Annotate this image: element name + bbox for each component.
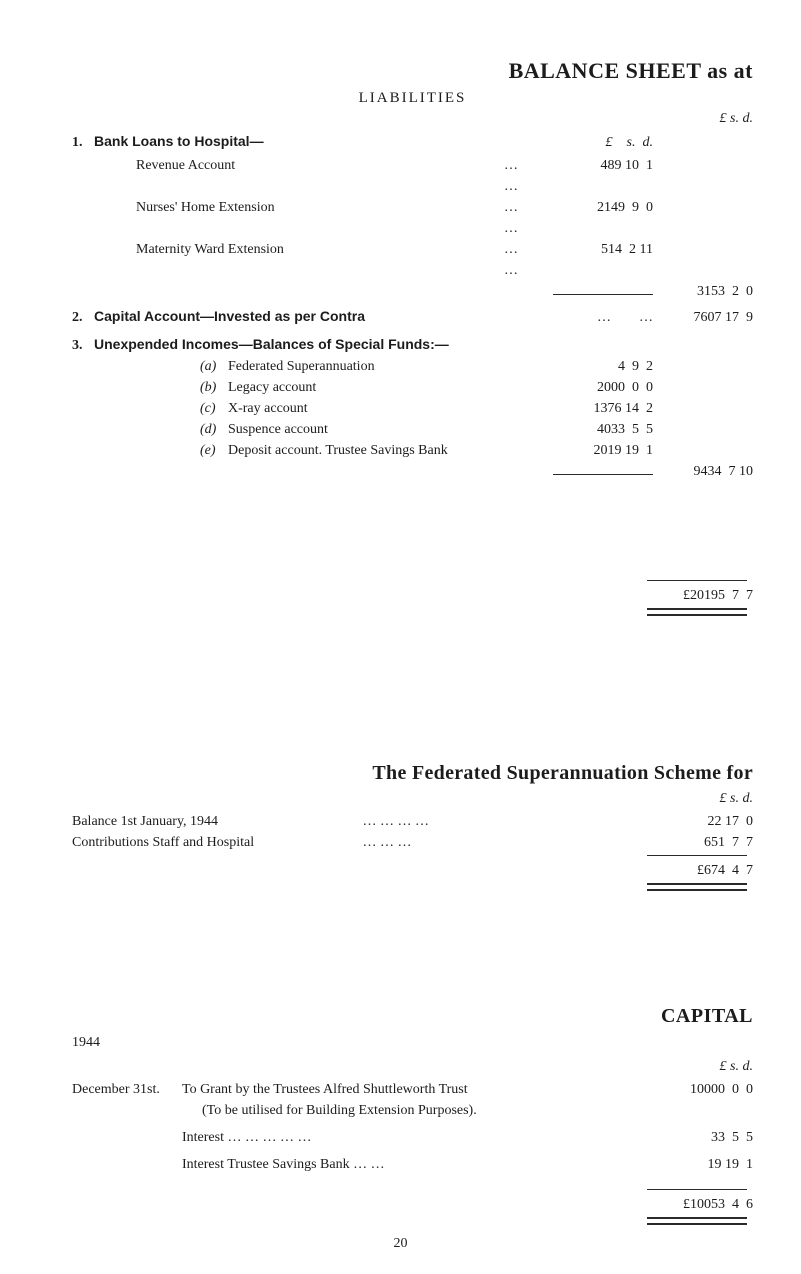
grant-amount: 10000 0 0 (653, 1079, 753, 1100)
liabilities-subheading: LIABILITIES (72, 90, 753, 107)
december-label: December 31st. (72, 1079, 182, 1100)
balance-sheet-grand-total: £20195 7 7 (653, 585, 753, 606)
legacy-label: Legacy account (228, 377, 523, 398)
federated-super-amount: 4 9 2 (523, 356, 653, 377)
interest-amount: 33 5 5 (653, 1127, 753, 1148)
super-lsd-header: £ s. d. (72, 791, 753, 807)
dots: … … (499, 197, 523, 239)
legacy-amount: 2000 0 0 (523, 377, 653, 398)
capital-total: £10053 4 6 (653, 1194, 753, 1215)
unexpended-title: Unexpended Incomes—Balances of Special F… (94, 334, 523, 355)
dots: … … (499, 239, 523, 281)
superannuation-total: £674 4 7 (653, 860, 753, 881)
interest-trustee-label: Interest Trustee Savings Bank … … (182, 1154, 653, 1175)
deposit-label: Deposit account. Trustee Savings Bank (228, 440, 523, 461)
xray-label: X-ray account (228, 398, 523, 419)
nurses-home-label: Nurses' Home Extension (136, 197, 499, 218)
balance-jan-amount: 22 17 0 (653, 811, 753, 832)
maternity-ward-amount: 514 2 11 (523, 239, 653, 260)
contributions-amount: 651 7 7 (653, 832, 753, 853)
dots: … … (499, 155, 523, 197)
capital-lsd-header: £ s. d. (72, 1059, 753, 1075)
dots: … … … (363, 832, 654, 853)
superannuation-title: The Federated Superannuation Scheme for (72, 762, 753, 785)
revenue-account-label: Revenue Account (136, 155, 499, 176)
item-number-1: 1. (72, 132, 94, 153)
item-number-2: 2. (72, 307, 94, 328)
page-number: 20 (0, 1236, 801, 1252)
nurses-home-amount: 2149 9 0 (523, 197, 653, 218)
tag-b: (b) (200, 377, 228, 398)
lsd-header-outer: £ s. d. (72, 111, 753, 127)
inner-lsd-header: £ s. d. (523, 132, 653, 153)
federated-super-label: Federated Superannuation (228, 356, 523, 377)
tag-d: (d) (200, 419, 228, 440)
tag-a: (a) (200, 356, 228, 377)
grant-note: (To be utilised for Building Extension P… (182, 1100, 653, 1121)
dots: … … (523, 307, 653, 328)
capital-title: CAPITAL (72, 1005, 753, 1028)
item-number-3: 3. (72, 335, 94, 356)
dots: … … … … (363, 811, 654, 832)
suspence-label: Suspence account (228, 419, 523, 440)
suspence-amount: 4033 5 5 (523, 419, 653, 440)
interest-label: Interest … … … … … (182, 1127, 653, 1148)
revenue-account-amount: 489 10 1 (523, 155, 653, 176)
capital-account-amount: 7607 17 9 (653, 307, 753, 328)
deposit-amount: 2019 19 1 (523, 440, 653, 461)
xray-amount: 1376 14 2 (523, 398, 653, 419)
bank-loans-total: 3153 2 0 (653, 281, 753, 302)
balance-jan-label: Balance 1st January, 1944 (72, 811, 363, 832)
grant-label: To Grant by the Trustees Alfred Shuttlew… (182, 1079, 653, 1100)
contributions-label: Contributions Staff and Hospital (72, 832, 363, 853)
tag-c: (c) (200, 398, 228, 419)
interest-trustee-amount: 19 19 1 (653, 1154, 753, 1175)
balance-sheet-title: BALANCE SHEET as at (72, 58, 753, 84)
bank-loans-title: Bank Loans to Hospital— (94, 131, 523, 152)
unexpended-total: 9434 7 10 (653, 461, 753, 482)
tag-e: (e) (200, 440, 228, 461)
maternity-ward-label: Maternity Ward Extension (136, 239, 499, 260)
capital-year: 1944 (72, 1032, 753, 1053)
capital-account-title: Capital Account—Invested as per Contra (94, 306, 523, 327)
